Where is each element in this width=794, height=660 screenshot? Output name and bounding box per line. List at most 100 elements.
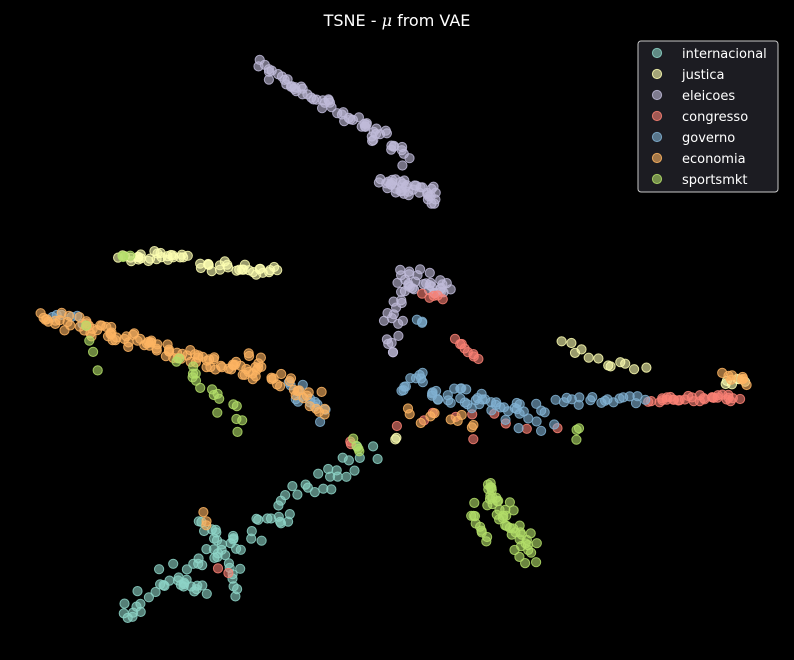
- data-point-sportsmkt: [81, 320, 92, 331]
- data-point-economia: [456, 409, 467, 421]
- series-governo: [47, 309, 651, 436]
- data-point-congresso: [223, 567, 234, 579]
- legend-marker-governo: [651, 131, 663, 143]
- data-point-congresso: [212, 563, 224, 574]
- data-point-governo: [461, 384, 472, 395]
- data-point-internacional: [132, 586, 143, 597]
- legend-marker-sportsmkt: [651, 173, 663, 185]
- data-point-economia: [466, 422, 477, 433]
- data-point-economia: [50, 315, 61, 326]
- data-point-governo: [315, 416, 326, 427]
- data-point-sportsmkt: [531, 557, 542, 568]
- data-point-governo: [396, 385, 407, 396]
- data-point-eleicoes: [430, 194, 441, 205]
- data-point-economia: [316, 386, 327, 397]
- chart-title-suffix: from VAE: [392, 11, 470, 30]
- data-point-economia: [146, 335, 157, 346]
- data-point-eleicoes: [445, 284, 456, 295]
- data-point-sportsmkt: [520, 558, 531, 569]
- data-point-economia: [151, 345, 162, 356]
- legend-label-sportsmkt: sportsmkt: [682, 173, 747, 188]
- data-point-eleicoes: [378, 315, 390, 326]
- data-point-sportsmkt: [353, 443, 364, 454]
- series-eleicoes: [253, 54, 456, 358]
- data-point-internacional: [313, 468, 324, 479]
- data-point-justica: [620, 358, 631, 369]
- data-point-internacional: [251, 513, 262, 524]
- data-point-eleicoes: [387, 347, 399, 358]
- data-point-justica: [133, 254, 144, 265]
- data-point-economia: [276, 368, 287, 380]
- data-point-governo: [455, 393, 466, 404]
- data-point-internacional: [220, 550, 231, 561]
- data-point-eleicoes: [367, 135, 378, 147]
- data-point-internacional: [372, 453, 383, 465]
- data-point-eleicoes: [273, 69, 284, 80]
- chart-title-symbol: μ: [382, 11, 392, 30]
- data-point-justica: [206, 266, 217, 277]
- data-point-sportsmkt: [492, 496, 503, 507]
- data-point-economia: [253, 358, 264, 369]
- legend-label-internacional: internacional: [682, 47, 767, 62]
- data-point-governo: [486, 397, 497, 408]
- data-point-economia: [429, 408, 440, 419]
- data-point-eleicoes: [404, 153, 415, 164]
- data-point-economia: [303, 387, 314, 398]
- legend-marker-economia: [651, 152, 663, 164]
- data-point-governo: [630, 398, 642, 409]
- data-point-justica: [566, 337, 577, 349]
- data-point-sportsmkt: [212, 407, 223, 418]
- data-point-eleicoes: [410, 276, 421, 287]
- data-point-internacional: [256, 535, 267, 546]
- data-point-governo: [536, 405, 547, 416]
- data-point-economia: [129, 328, 140, 339]
- data-point-eleicoes: [297, 89, 308, 100]
- data-point-justica: [583, 352, 594, 363]
- data-point-governo: [587, 392, 598, 403]
- legend-label-congresso: congresso: [682, 110, 748, 125]
- data-point-justica: [390, 434, 401, 445]
- data-point-internacional: [284, 508, 295, 520]
- data-point-eleicoes: [263, 64, 274, 75]
- data-point-governo: [640, 394, 651, 405]
- data-point-sportsmkt: [571, 424, 582, 435]
- legend-marker-congresso: [651, 110, 663, 122]
- data-point-internacional: [262, 513, 273, 524]
- data-point-economia: [275, 381, 286, 392]
- data-point-sportsmkt: [92, 365, 103, 376]
- data-point-eleicoes: [437, 279, 448, 290]
- data-point-sportsmkt: [125, 250, 136, 261]
- data-point-sportsmkt: [228, 399, 239, 410]
- data-point-justica: [629, 364, 640, 375]
- data-point-governo: [498, 402, 509, 413]
- data-point-internacional: [280, 490, 291, 501]
- data-point-eleicoes: [345, 114, 356, 125]
- data-point-eleicoes: [383, 338, 394, 349]
- data-point-governo: [514, 408, 525, 419]
- data-point-economia: [726, 374, 737, 385]
- data-point-governo: [417, 377, 428, 388]
- data-point-internacional: [143, 592, 154, 603]
- data-point-internacional: [332, 471, 343, 482]
- scatter-points: [35, 54, 752, 624]
- data-point-eleicoes: [415, 182, 426, 193]
- data-point-governo: [500, 414, 511, 425]
- data-point-governo: [536, 425, 547, 436]
- data-point-eleicoes: [397, 141, 408, 153]
- data-point-eleicoes: [424, 267, 435, 278]
- data-point-economia: [313, 406, 325, 417]
- data-point-sportsmkt: [514, 551, 525, 563]
- data-point-sportsmkt: [174, 353, 185, 364]
- data-point-eleicoes: [381, 128, 392, 139]
- data-point-economia: [415, 417, 426, 429]
- data-point-eleicoes: [397, 160, 408, 171]
- data-point-eleicoes: [393, 330, 404, 341]
- data-point-sportsmkt: [486, 482, 497, 493]
- data-point-economia: [294, 385, 305, 396]
- data-point-internacional: [309, 487, 320, 498]
- data-point-sportsmkt: [214, 393, 225, 404]
- data-point-eleicoes: [403, 186, 414, 197]
- data-point-economia: [62, 316, 73, 328]
- data-point-justica: [641, 362, 652, 373]
